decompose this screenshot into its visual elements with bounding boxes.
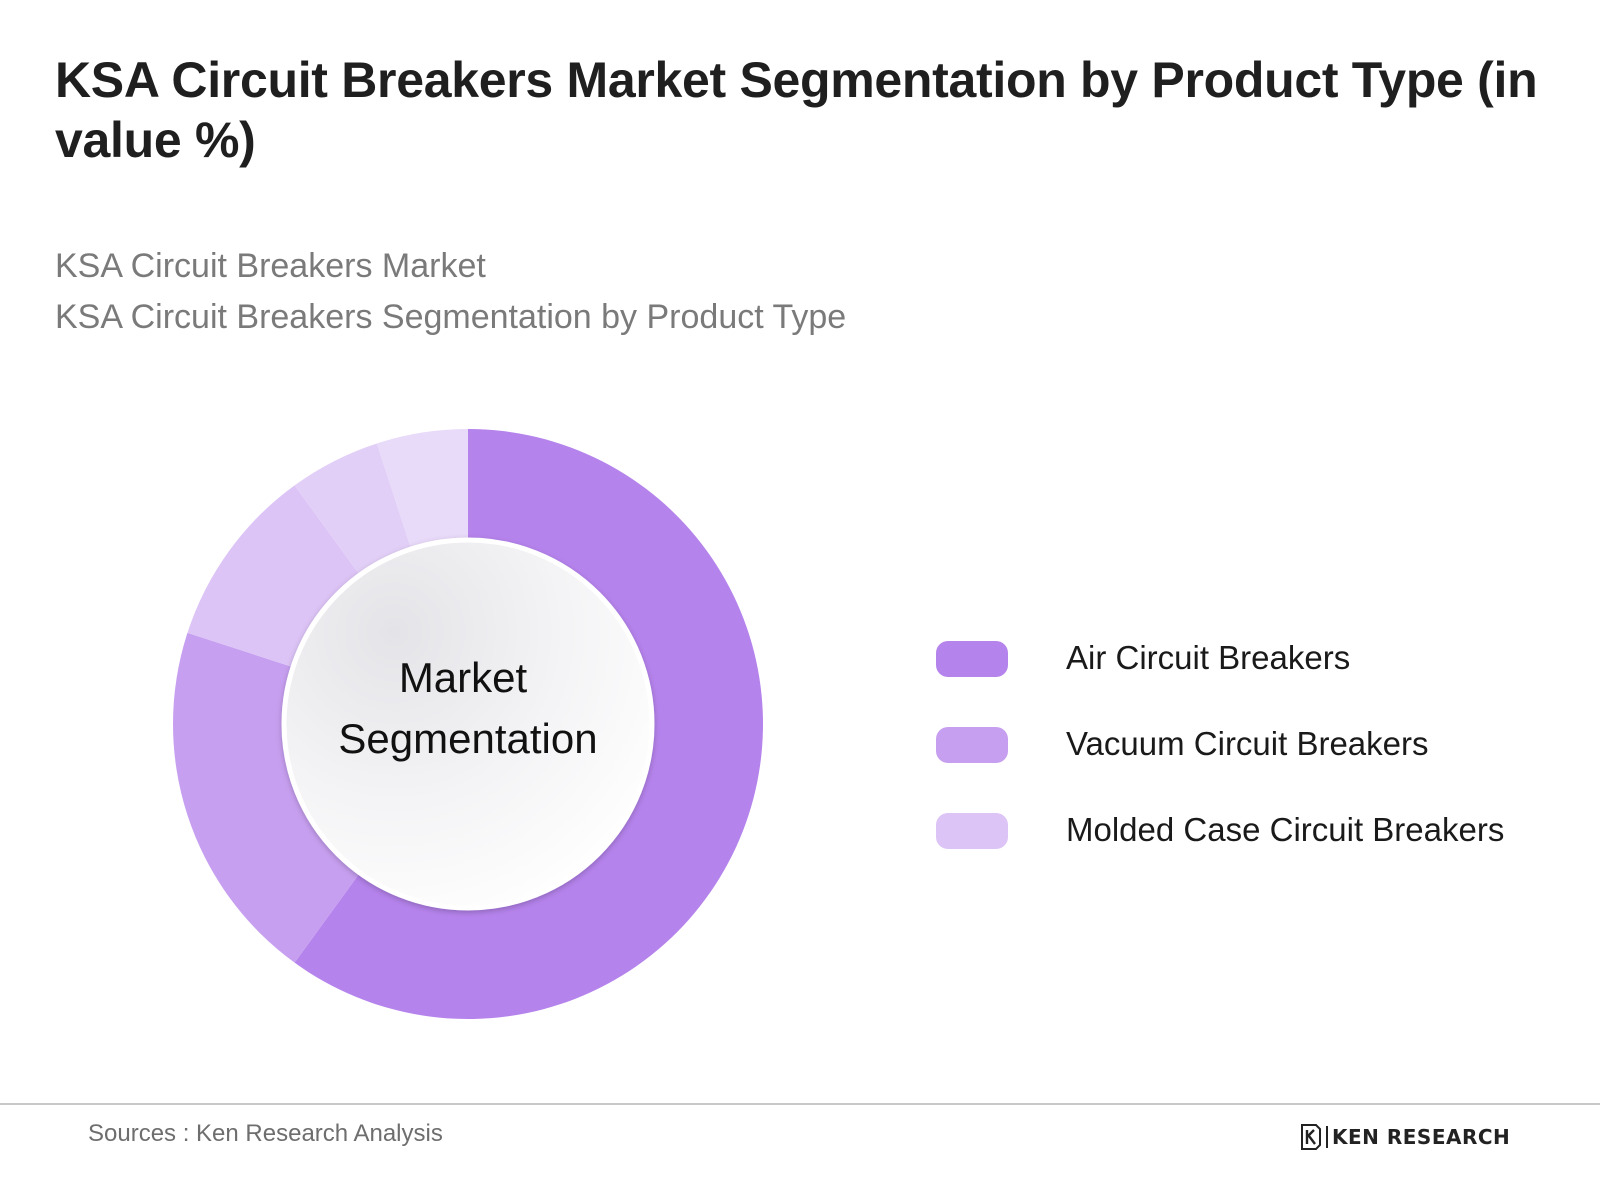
subtitle-market: KSA Circuit Breakers Market <box>55 247 486 285</box>
donut-slice-2 <box>172 632 360 963</box>
center-label-line2: Segmentation <box>338 715 597 762</box>
legend-label-molded: Molded Case Circuit Breakers <box>1066 811 1505 848</box>
footer-divider <box>0 1103 1600 1105</box>
brand-separator <box>1326 1126 1328 1148</box>
legend-label-vacuum: Vacuum Circuit Breakers <box>1066 725 1429 762</box>
legend-swatch-air <box>936 641 1008 677</box>
legend-swatch-vacuum <box>936 727 1008 763</box>
ken-research-logo: KEN RESEARCH <box>1300 1122 1510 1152</box>
source-note: Sources : Ken Research Analysis <box>88 1120 443 1147</box>
ken-research-k-icon <box>1301 1124 1321 1150</box>
donut-slice-3 <box>187 485 360 667</box>
center-label-line1: Market <box>399 654 528 701</box>
donut-slice-1 <box>294 429 763 1019</box>
donut-slice-5 <box>376 429 468 549</box>
donut-slices <box>172 429 763 1019</box>
donut-center-disc <box>281 537 655 911</box>
brand-wordmark: KEN RESEARCH <box>1332 1125 1511 1149</box>
donut-chart: Market Segmentation <box>172 429 763 1019</box>
subtitle-segmentation: KSA Circuit Breakers Segmentation by Pro… <box>55 298 847 336</box>
donut-slice-4 <box>294 443 411 575</box>
legend-swatch-molded <box>936 813 1008 849</box>
legend-label-air: Air Circuit Breakers <box>1066 639 1351 676</box>
chart-title: KSA Circuit Breakers Market Segmentation… <box>55 52 1538 168</box>
